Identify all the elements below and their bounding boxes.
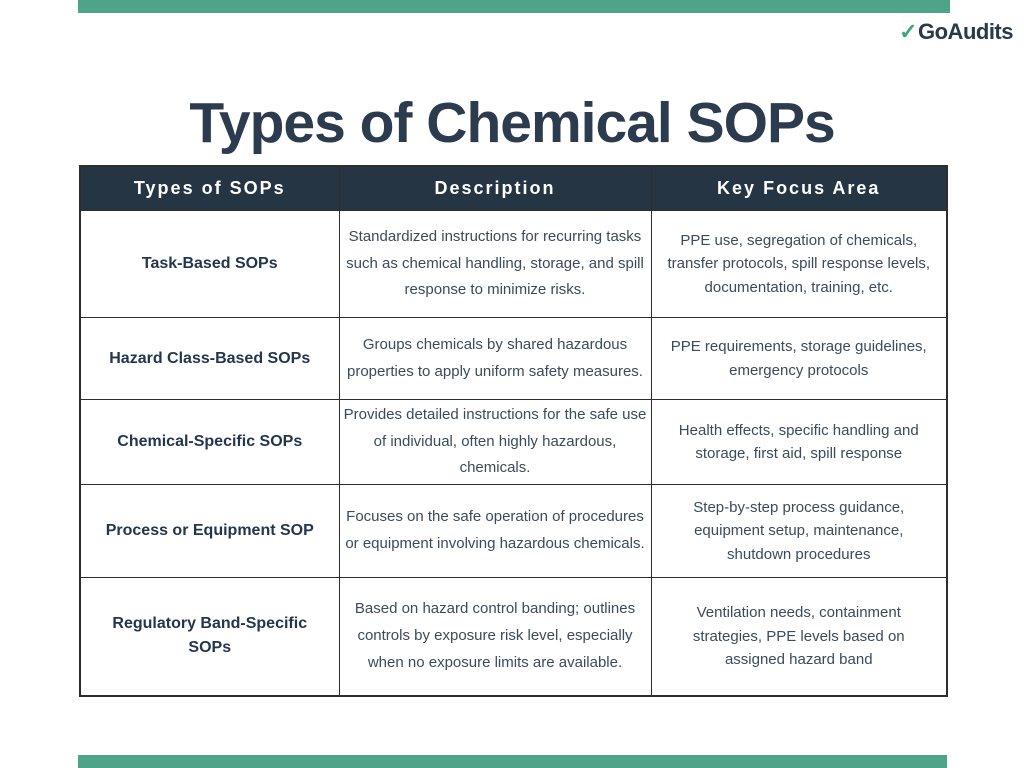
- goaudits-logo: ✓ GoAudits: [899, 19, 1013, 45]
- sop-type: Task-Based SOPs: [79, 210, 340, 318]
- header-types-of-sops: Types of SOPs: [79, 165, 340, 211]
- bottom-accent-bar: [78, 755, 947, 768]
- sop-description: Based on hazard control banding; outline…: [338, 577, 652, 697]
- table-row: Task-Based SOPs Standardized instruction…: [79, 210, 948, 318]
- table-row: Hazard Class-Based SOPs Groups chemicals…: [79, 317, 948, 400]
- sop-table: Types of SOPs Description Key Focus Area…: [79, 165, 948, 697]
- sop-focus-area: Health effects, specific handling and st…: [650, 398, 948, 486]
- sop-focus-area: Ventilation needs, containment strategie…: [650, 577, 948, 697]
- table-header-row: Types of SOPs Description Key Focus Area: [79, 165, 948, 211]
- table-row: Chemical-Specific SOPs Provides detailed…: [79, 398, 948, 486]
- header-key-focus-area: Key Focus Area: [650, 165, 948, 211]
- sop-focus-area: PPE requirements, storage guidelines, em…: [650, 317, 948, 400]
- sop-focus-area: PPE use, segregation of chemicals, trans…: [650, 210, 948, 318]
- sop-type: Hazard Class-Based SOPs: [79, 317, 340, 400]
- table-row: Process or Equipment SOP Focuses on the …: [79, 484, 948, 579]
- top-accent-bar: [78, 0, 950, 13]
- header-description: Description: [338, 165, 652, 211]
- sop-type: Regulatory Band-Specific SOPs: [79, 577, 340, 697]
- sop-type: Chemical-Specific SOPs: [79, 398, 340, 486]
- sop-focus-area: Step-by-step process guidance, equipment…: [650, 484, 948, 579]
- logo-text: GoAudits: [918, 19, 1014, 44]
- checkmark-icon: ✓: [899, 19, 917, 44]
- table-row: Regulatory Band-Specific SOPs Based on h…: [79, 577, 948, 697]
- page-title: Types of Chemical SOPs: [189, 91, 835, 156]
- sop-description: Groups chemicals by shared hazardous pro…: [338, 317, 652, 400]
- sop-description: Provides detailed instructions for the s…: [338, 398, 652, 486]
- sop-description: Standardized instructions for recurring …: [338, 210, 652, 318]
- sop-type: Process or Equipment SOP: [79, 484, 340, 579]
- sop-description: Focuses on the safe operation of procedu…: [338, 484, 652, 579]
